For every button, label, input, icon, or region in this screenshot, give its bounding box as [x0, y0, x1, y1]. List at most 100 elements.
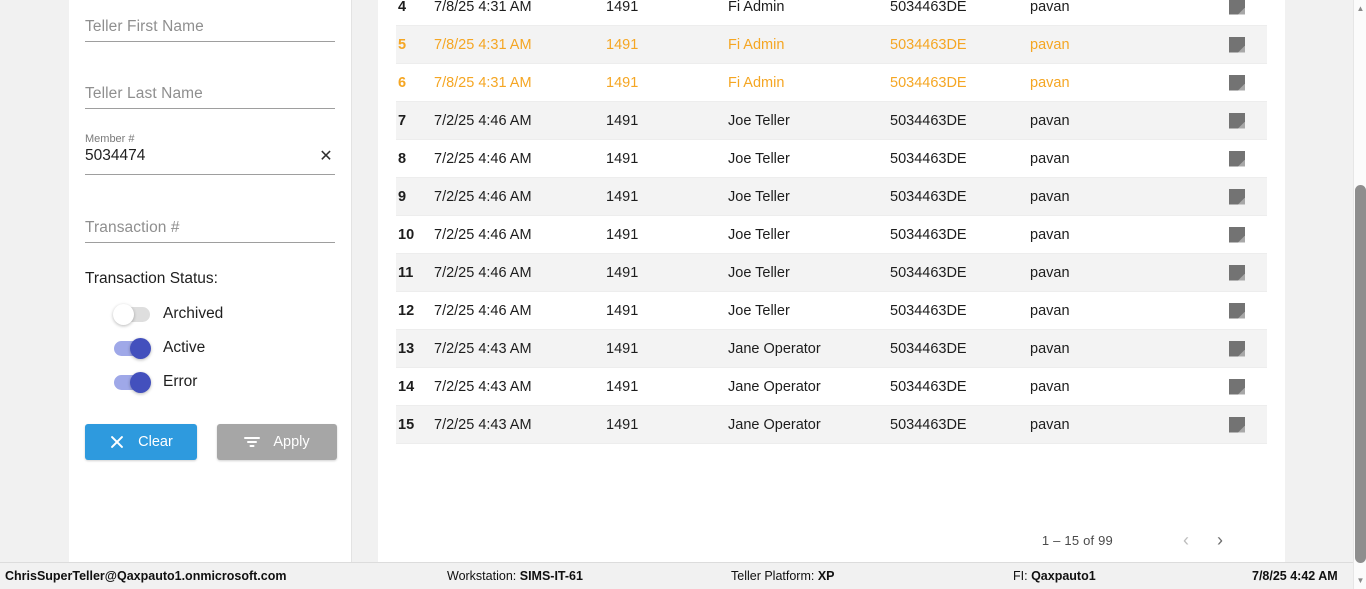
cell-index: 11	[398, 264, 414, 281]
sticky-note-icon[interactable]	[1229, 302, 1245, 319]
teller-first-name-field[interactable]: Teller First Name	[85, 18, 335, 42]
status-platform-value: XP	[817, 569, 835, 583]
cell-name: pavan	[1030, 302, 1070, 319]
cell-note[interactable]	[1212, 0, 1262, 15]
table-row[interactable]: 9 7/2/25 4:46 AM 1491 Joe Teller 5034463DE pa…	[396, 178, 1267, 216]
cell-datetime: 7/2/25 4:46 AM	[434, 112, 532, 129]
scroll-up-icon[interactable]: ▲	[1356, 4, 1365, 13]
cell-number: 1491	[606, 112, 639, 129]
sticky-note-icon[interactable]	[1229, 150, 1245, 167]
cell-user: Joe Teller	[728, 112, 790, 129]
cell-name: pavan	[1030, 416, 1070, 433]
cell-note[interactable]	[1212, 188, 1262, 205]
member-number-field[interactable]: Member # 5034474 ✕	[85, 133, 335, 175]
cell-note[interactable]	[1212, 74, 1262, 91]
cell-note[interactable]	[1212, 264, 1262, 281]
cell-number: 1491	[606, 340, 639, 357]
table-row[interactable]: 12 7/2/25 4:46 AM 1491 Joe Teller 5034463DE p…	[396, 292, 1267, 330]
chevron-left-icon[interactable]: ‹	[1183, 529, 1189, 550]
sticky-note-icon[interactable]	[1229, 74, 1245, 91]
sticky-note-icon[interactable]	[1229, 416, 1245, 433]
status-platform: Teller Platform: XP	[731, 569, 835, 583]
table-row[interactable]: 5 7/8/25 4:31 AM 1491 Fi Admin 5034463DE pava…	[396, 26, 1267, 64]
sticky-note-icon[interactable]	[1229, 36, 1245, 53]
toggle-active-switch[interactable]	[114, 337, 151, 359]
clear-button[interactable]: Clear	[85, 424, 197, 460]
chevron-right-icon[interactable]: ›	[1217, 529, 1223, 550]
scrollbar-thumb[interactable]	[1355, 185, 1366, 563]
clear-button-label: Clear	[138, 434, 173, 450]
sticky-note-icon[interactable]	[1229, 264, 1245, 281]
cell-number: 1491	[606, 378, 639, 395]
teller-last-name-field[interactable]: Teller Last Name	[85, 85, 335, 109]
toggle-active[interactable]: Active	[114, 336, 205, 360]
sticky-note-icon[interactable]	[1229, 340, 1245, 357]
cell-user: Fi Admin	[728, 74, 785, 91]
cell-number: 1491	[606, 302, 639, 319]
cell-index: 6	[398, 74, 407, 91]
cell-name: pavan	[1030, 226, 1070, 243]
cell-note[interactable]	[1212, 378, 1262, 395]
toggle-archived-switch[interactable]	[113, 303, 150, 325]
toggle-error[interactable]: Error	[114, 370, 197, 394]
sticky-note-icon[interactable]	[1229, 188, 1245, 205]
cell-note[interactable]	[1212, 226, 1262, 243]
scroll-down-icon[interactable]: ▼	[1356, 576, 1365, 585]
cell-account: 5034463DE	[890, 188, 967, 205]
cell-datetime: 7/8/25 4:31 AM	[434, 36, 532, 53]
toggle-error-label: Error	[163, 373, 198, 390]
status-platform-label: Teller Platform:	[731, 569, 815, 583]
table-row[interactable]: 7 7/2/25 4:46 AM 1491 Joe Teller 5034463DE pa…	[396, 102, 1267, 140]
cell-index: 9	[398, 188, 407, 205]
table-row[interactable]: 4 7/8/25 4:31 AM 1491 Fi Admin 5034463DE pava…	[396, 0, 1267, 26]
toggle-active-label: Active	[163, 339, 206, 356]
cell-user: Joe Teller	[728, 264, 790, 281]
cell-name: pavan	[1030, 340, 1070, 357]
cell-number: 1491	[606, 416, 639, 433]
cell-number: 1491	[606, 0, 639, 15]
table-row[interactable]: 11 7/2/25 4:46 AM 1491 Joe Teller 5034463DE p…	[396, 254, 1267, 292]
sticky-note-icon[interactable]	[1229, 226, 1245, 243]
cell-index: 4	[398, 0, 407, 15]
cell-user: Fi Admin	[728, 36, 785, 53]
status-fi: FI: Qaxpauto1	[1013, 569, 1096, 583]
sticky-note-icon[interactable]	[1229, 112, 1245, 129]
cell-note[interactable]	[1212, 36, 1262, 53]
filter-sidebar	[69, 0, 352, 562]
filter-icon	[244, 436, 261, 448]
cell-user: Jane Operator	[728, 378, 821, 395]
table-row[interactable]: 8 7/2/25 4:46 AM 1491 Joe Teller 5034463DE pa…	[396, 140, 1267, 178]
cell-index: 5	[398, 36, 407, 53]
apply-button[interactable]: Apply	[217, 424, 337, 460]
cell-note[interactable]	[1212, 340, 1262, 357]
vertical-scrollbar[interactable]: ▲ ▼	[1353, 0, 1366, 589]
cell-user: Joe Teller	[728, 302, 790, 319]
table-row[interactable]: 14 7/2/25 4:43 AM 1491 Jane Operator 5034463…	[396, 368, 1267, 406]
cell-index: 13	[398, 340, 415, 357]
cell-index: 7	[398, 112, 407, 129]
close-icon[interactable]: ✕	[319, 148, 333, 165]
cell-number: 1491	[606, 188, 639, 205]
cell-note[interactable]	[1212, 150, 1262, 167]
cell-note[interactable]	[1212, 302, 1262, 319]
toggle-error-switch[interactable]	[114, 371, 151, 393]
cell-name: pavan	[1030, 264, 1070, 281]
apply-button-label: Apply	[273, 434, 310, 450]
cell-account: 5034463DE	[890, 112, 967, 129]
cell-note[interactable]	[1212, 112, 1262, 129]
cell-note[interactable]	[1212, 416, 1262, 433]
table-row[interactable]: 13 7/2/25 4:43 AM 1491 Jane Operator 5034463…	[396, 330, 1267, 368]
cell-index: 12	[398, 302, 415, 319]
toggle-archived[interactable]: Archived	[113, 302, 223, 326]
status-user: ChrisSuperTeller@Qaxpauto1.onmicrosoft.c…	[5, 569, 287, 583]
table-row[interactable]: 10 7/2/25 4:46 AM 1491 Joe Teller 5034463DE p…	[396, 216, 1267, 254]
cell-datetime: 7/8/25 4:31 AM	[434, 74, 532, 91]
sticky-note-icon[interactable]	[1229, 0, 1245, 15]
table-row[interactable]: 15 7/2/25 4:43 AM 1491 Jane Operator 5034463…	[396, 406, 1267, 444]
close-icon	[109, 434, 125, 450]
cell-datetime: 7/8/25 4:31 AM	[434, 0, 532, 15]
transaction-number-field[interactable]: Transaction #	[85, 219, 335, 243]
table-row[interactable]: 6 7/8/25 4:31 AM 1491 Fi Admin 5034463DE pava…	[396, 64, 1267, 102]
sticky-note-icon[interactable]	[1229, 378, 1245, 395]
cell-name: pavan	[1030, 74, 1070, 91]
